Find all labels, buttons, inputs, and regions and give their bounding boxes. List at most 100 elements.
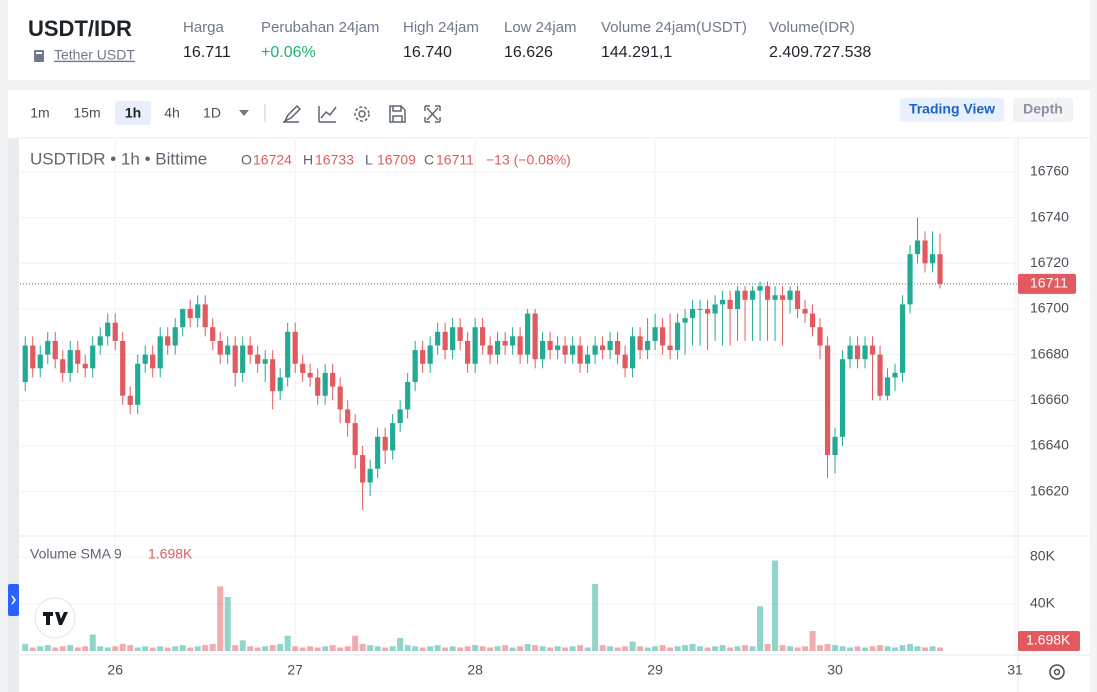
candle-body — [525, 313, 531, 355]
volume-bar — [269, 645, 276, 651]
volume-bar — [869, 646, 876, 651]
save-icon[interactable] — [389, 105, 406, 123]
volume-bar — [67, 645, 74, 651]
y-tick-label: 16700 — [1030, 300, 1069, 316]
interval-button[interactable]: 4h — [164, 105, 180, 121]
interval-button[interactable]: 1m — [30, 105, 49, 121]
y-tick-label: 16720 — [1030, 254, 1069, 270]
volume-bar — [292, 646, 299, 651]
volume-bar — [44, 645, 51, 651]
header-card — [8, 0, 1090, 80]
volume-title: Volume SMA 9 — [30, 546, 122, 562]
volume-bar — [247, 646, 254, 651]
stat-label: Perubahan 24jam — [261, 19, 379, 36]
candle-body — [570, 345, 576, 355]
volume-bar — [464, 646, 471, 651]
tv-logo[interactable] — [34, 597, 76, 639]
candle-body — [787, 290, 793, 300]
candle-body — [210, 327, 216, 341]
volume-bar — [569, 646, 576, 651]
candle-body — [382, 436, 388, 451]
y-tick-label: 16680 — [1030, 345, 1069, 361]
stat-value: 16.740 — [403, 44, 452, 61]
candle-body — [225, 345, 231, 355]
candle-body — [884, 377, 891, 396]
volume-bar — [937, 647, 944, 651]
candle-body — [165, 336, 171, 346]
candle-body — [547, 340, 553, 351]
candle-body — [330, 372, 336, 387]
interval-button[interactable]: 15m — [73, 105, 100, 121]
view-tab[interactable]: Depth — [1023, 101, 1063, 117]
candle-body — [285, 331, 291, 378]
candle-body — [405, 382, 411, 410]
candle-body — [772, 295, 778, 300]
legend-value: 16711 — [436, 152, 474, 168]
volume-bar — [562, 647, 569, 651]
candle-body — [922, 240, 928, 264]
candle-body — [907, 254, 913, 305]
volume-bar — [652, 646, 659, 651]
volume-bar — [74, 647, 81, 651]
candle-body — [345, 409, 351, 424]
candle-body — [899, 304, 906, 373]
volume-bar — [337, 647, 344, 651]
interval-dropdown[interactable] — [239, 110, 249, 116]
volume-bar — [164, 647, 171, 651]
sidebar-toggle[interactable] — [8, 584, 19, 616]
volume-bar — [794, 647, 801, 651]
candle-body — [360, 455, 366, 483]
volume-bar — [667, 647, 674, 651]
candle-body — [307, 372, 313, 378]
candle-body — [749, 290, 756, 300]
candle-body — [67, 350, 73, 373]
candle-body — [217, 340, 223, 355]
candle-body — [862, 345, 868, 360]
volume-bar — [892, 647, 899, 651]
volume-bar — [314, 647, 321, 651]
volume-bar — [217, 586, 224, 651]
candle-body — [809, 313, 816, 328]
draw-icon[interactable] — [283, 104, 302, 123]
volume-bar — [824, 643, 831, 651]
candle-body — [450, 327, 456, 351]
volume-bar — [629, 641, 636, 651]
candle-body — [757, 286, 763, 291]
candle-body — [817, 327, 823, 346]
candle-body — [465, 340, 471, 364]
volume-bar — [637, 646, 644, 651]
volume-sma-tag — [1018, 631, 1080, 652]
candle-body — [555, 345, 561, 351]
candle-body — [734, 290, 741, 309]
volume-bar — [592, 584, 599, 651]
asset-link[interactable]: Tether USDT — [54, 47, 135, 63]
candle-body — [142, 354, 148, 364]
volume-bar — [689, 643, 696, 651]
volume-bar — [434, 645, 441, 651]
candle-body — [914, 240, 921, 255]
volume-bar — [682, 645, 689, 651]
volume-bar — [82, 646, 89, 651]
fullscreen-icon[interactable] — [424, 105, 441, 123]
view-tab[interactable]: Trading View — [909, 101, 995, 117]
interval-button[interactable]: 1h — [125, 105, 141, 121]
volume-bar — [622, 646, 629, 651]
volume-bar — [352, 635, 359, 651]
candle-body — [322, 372, 328, 396]
y-tick-label: 16640 — [1030, 437, 1069, 453]
volume-bar — [194, 646, 201, 651]
candle-body — [97, 336, 103, 346]
axis-settings[interactable] — [1049, 664, 1065, 680]
view-tab-bg — [1013, 98, 1073, 122]
candle-body — [802, 308, 808, 314]
settings-icon[interactable] — [358, 110, 366, 118]
candle-body — [300, 363, 306, 373]
candle-body — [824, 345, 831, 456]
volume-bar — [142, 646, 149, 651]
candle-body — [150, 354, 156, 369]
legend-change: −13 (−0.08%) — [486, 152, 571, 168]
candle-body — [247, 345, 253, 355]
interval-button[interactable]: 1D — [203, 105, 221, 121]
view-tab-bg — [900, 98, 1004, 122]
indicator-icon[interactable] — [318, 106, 337, 123]
